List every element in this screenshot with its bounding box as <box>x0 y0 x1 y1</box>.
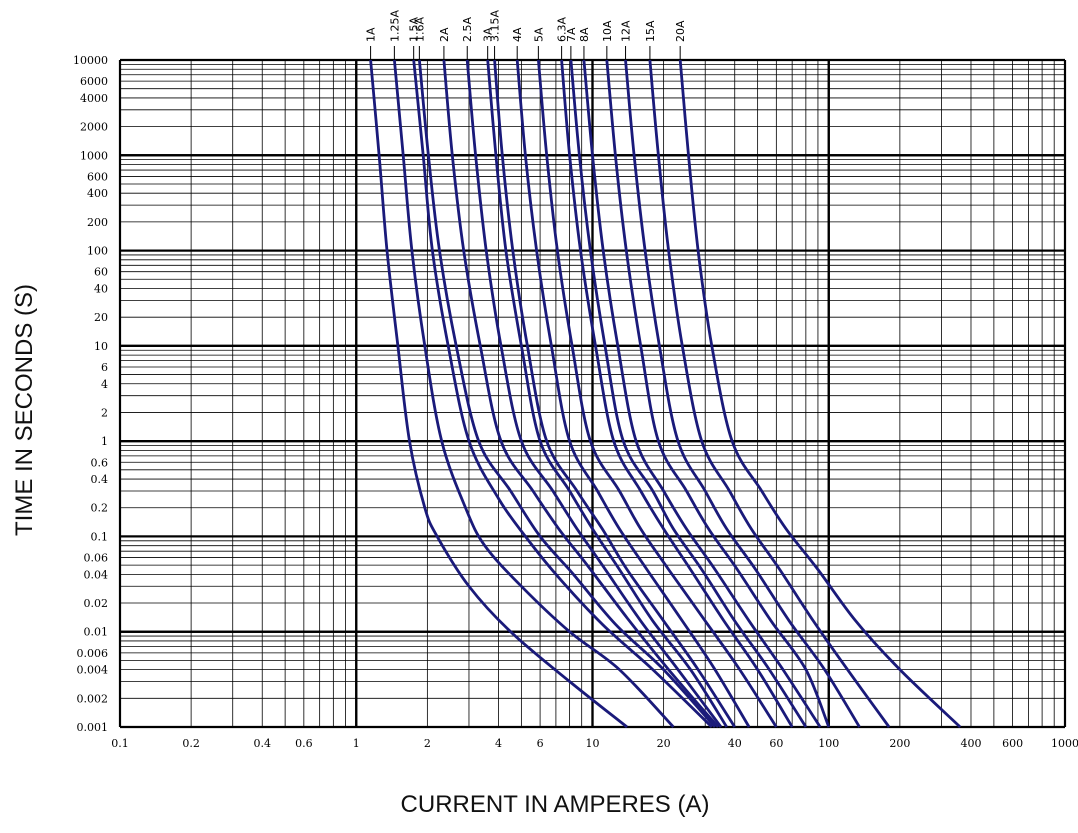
x-tick-label: 0.6 <box>295 737 313 750</box>
curve-label: 1.5A <box>408 17 421 42</box>
fuse-curves <box>369 59 962 729</box>
y-tick-label: 40 <box>94 282 108 295</box>
curve-2_5A <box>465 59 723 728</box>
x-tick-label: 600 <box>1002 737 1023 750</box>
y-tick-label: 2000 <box>80 121 108 134</box>
y-tick-label: 6 <box>101 361 108 374</box>
y-axis-tick-labels: 10000 6000 4000 2000 1000 600 400 200 100 60 40 20 1… <box>73 54 108 734</box>
x-tick-label: 2 <box>424 737 431 750</box>
curve-label: 4A <box>511 27 524 42</box>
curve-label: 2.5A <box>461 17 474 42</box>
curve-1_6A <box>418 59 717 728</box>
y-tick-label: 10 <box>94 340 108 353</box>
x-axis-title: CURRENT IN AMPERES (A) <box>401 791 710 818</box>
y-tick-label: 4 <box>101 378 108 391</box>
curve-label: 10A <box>601 20 614 42</box>
y-tick-label: 0.01 <box>84 626 109 639</box>
x-tick-label: 0.2 <box>182 737 200 750</box>
x-tick-label: 40 <box>728 737 742 750</box>
x-tick-label: 10 <box>586 737 600 750</box>
curve-label: 5A <box>532 27 545 42</box>
curve-1A <box>369 59 628 729</box>
x-tick-label: 200 <box>889 737 910 750</box>
y-tick-label: 0.02 <box>84 597 109 610</box>
y-tick-label: 0.004 <box>77 664 109 677</box>
y-tick-label: 0.06 <box>84 552 109 565</box>
y-tick-label: 400 <box>87 187 108 200</box>
curve-label: 3.15A <box>489 10 502 42</box>
curve-3A <box>486 59 728 728</box>
y-tick-label: 4000 <box>80 92 108 105</box>
x-tick-label: 0.1 <box>111 737 129 750</box>
x-tick-label: 6 <box>537 737 544 750</box>
x-tick-label: 100 <box>818 737 839 750</box>
y-axis-title: TIME IN SECONDS (S) <box>11 284 38 536</box>
curve-label: 6.3A <box>556 17 569 42</box>
curve-2A <box>442 59 720 728</box>
curve-5A <box>537 59 778 728</box>
y-tick-label: 0.4 <box>91 473 109 486</box>
curve-label: 3A <box>482 27 495 42</box>
curve-20A <box>678 59 962 729</box>
curve-label: 15A <box>644 20 657 42</box>
curve-10A <box>605 59 831 728</box>
x-axis-tick-labels: 0.1 0.2 0.4 0.6 1 2 4 6 10 20 40 60 100 200 400 600 1000 <box>111 737 1078 750</box>
curve-1_25A <box>393 59 675 728</box>
curve-15A <box>648 59 891 728</box>
curve-label: 12A <box>620 20 633 42</box>
curve-label: 20A <box>674 20 687 42</box>
y-tick-label: 0.002 <box>77 692 109 705</box>
x-tick-label: 0.4 <box>253 737 271 750</box>
y-tick-label: 2 <box>101 406 108 419</box>
curve-label: 7A <box>565 27 578 42</box>
y-tick-label: 1000 <box>80 149 108 162</box>
y-tick-label: 0.6 <box>91 456 109 469</box>
x-tick-label: 4 <box>495 737 502 750</box>
y-tick-label: 0.04 <box>84 568 109 581</box>
y-tick-label: 1 <box>101 435 108 448</box>
x-tick-label: 20 <box>657 737 671 750</box>
x-tick-label: 60 <box>769 737 783 750</box>
y-tick-label: 20 <box>94 311 108 324</box>
curve-12A <box>624 59 861 728</box>
y-tick-label: 60 <box>94 266 108 279</box>
curve-label: 1A <box>365 27 378 42</box>
y-tick-label: 0.2 <box>91 502 109 515</box>
x-tick-label: 400 <box>960 737 981 750</box>
y-tick-label: 600 <box>87 170 108 183</box>
curve-7A <box>569 59 808 728</box>
curve-6_3A <box>560 59 794 728</box>
curve-label: 2A <box>438 27 451 42</box>
y-tick-label: 0.006 <box>77 647 109 660</box>
y-tick-label: 10000 <box>73 54 108 67</box>
curve-label: 1.6A <box>413 17 426 42</box>
y-tick-label: 0.1 <box>91 530 109 543</box>
curve-8A <box>582 59 822 728</box>
curve-3_15A <box>493 59 736 728</box>
curve-4A <box>515 59 751 728</box>
y-tick-label: 200 <box>87 216 108 229</box>
x-tick-label: 1 <box>353 737 360 750</box>
y-tick-label: 6000 <box>80 75 108 88</box>
y-tick-label: 0.001 <box>77 721 109 734</box>
curve-label: 8A <box>578 27 591 42</box>
curve-label: 1.25A <box>388 10 401 42</box>
x-tick-label: 1000 <box>1051 737 1078 750</box>
curve-1_5A <box>412 59 713 729</box>
y-tick-label: 100 <box>87 245 108 258</box>
